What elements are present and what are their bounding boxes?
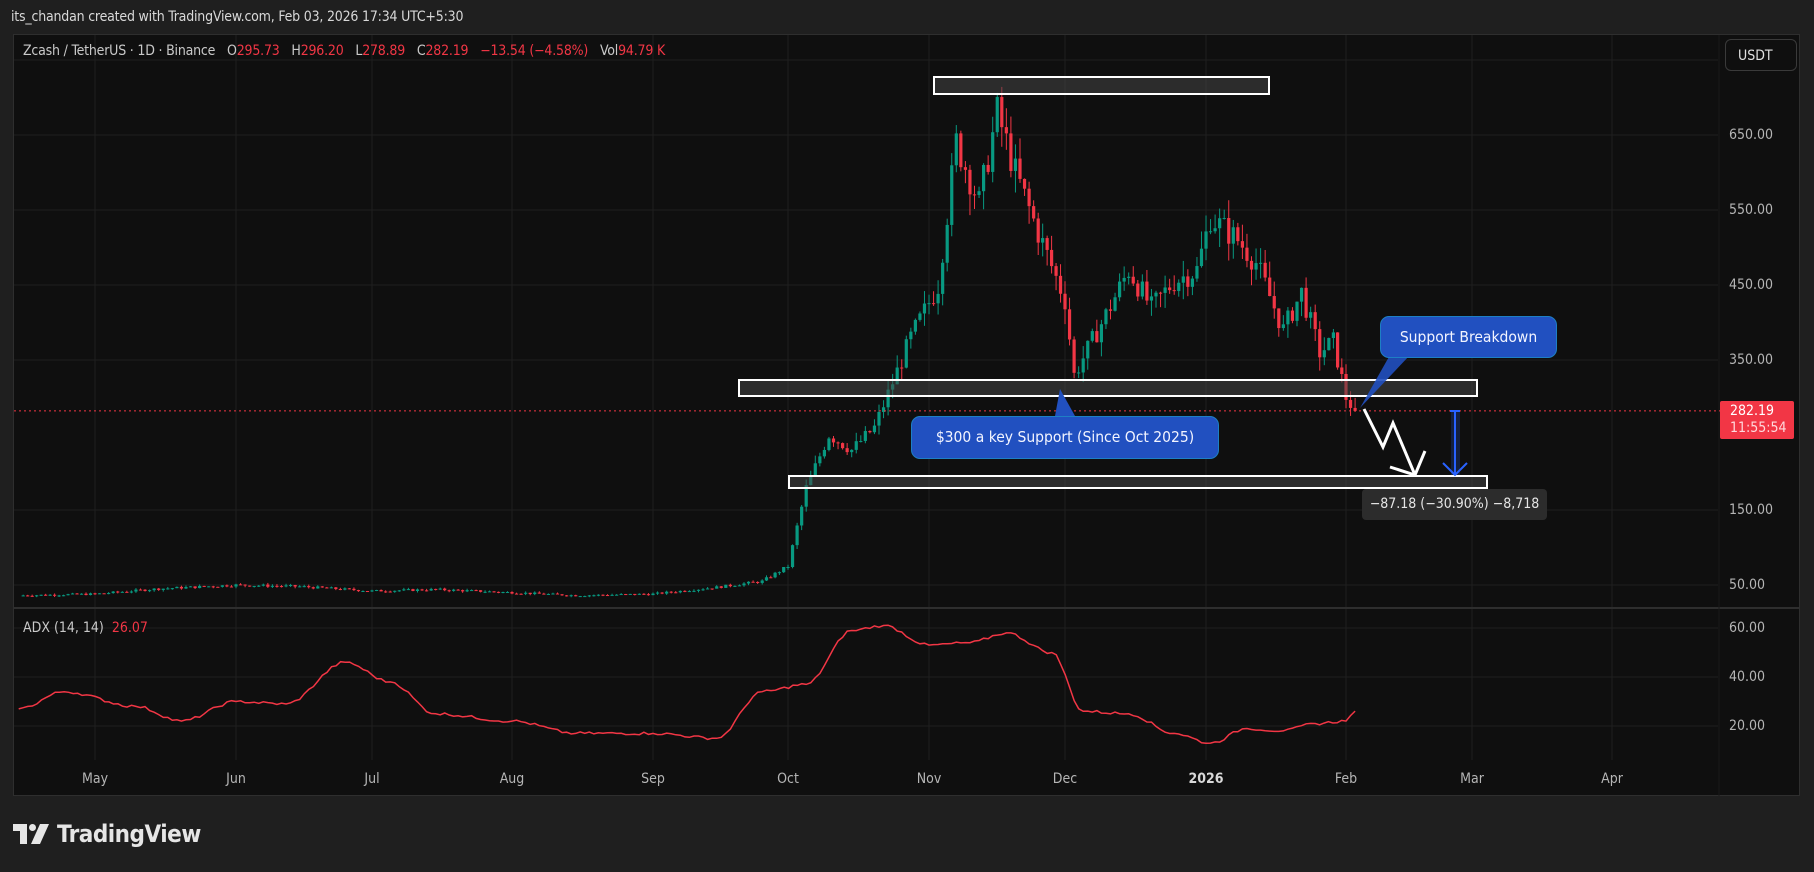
time-axis-label: Jul: [364, 771, 380, 787]
support-zone-rectangle[interactable]: [933, 76, 1270, 95]
attribution-text: its_chandan created with TradingView.com…: [11, 9, 464, 25]
currency-button[interactable]: USDT: [1725, 39, 1797, 71]
key-support-text: $300 a key Support (Since Oct 2025): [935, 428, 1195, 446]
time-axis-label: Nov: [916, 771, 942, 787]
price-axis-label: 50.00: [1729, 577, 1766, 593]
open-label: O: [227, 43, 237, 59]
price-axis-label: 450.00: [1729, 277, 1774, 293]
time-axis-label: Mar: [1460, 771, 1484, 787]
time-axis-label: Apr: [1601, 771, 1623, 787]
chart-frame[interactable]: [13, 34, 1800, 796]
price-axis-label: 550.00: [1729, 202, 1774, 218]
symbol-name[interactable]: Zcash / TetherUS · 1D · Binance: [23, 43, 216, 59]
time-axis-label: Sep: [641, 771, 665, 787]
price-axis-label: 350.00: [1729, 352, 1774, 368]
adx-axis-label: 40.00: [1729, 669, 1766, 685]
measure-label: −87.18 (−30.90%) −8,718: [1362, 489, 1547, 520]
support-breakdown-callout[interactable]: Support Breakdown: [1380, 316, 1557, 358]
low-value: 278.89: [362, 43, 406, 59]
tradingview-logo-icon: [13, 824, 49, 844]
open-value: 295.73: [236, 43, 280, 59]
support-zone-rectangle[interactable]: [738, 379, 1478, 397]
support-breakdown-text: Support Breakdown: [1399, 328, 1538, 346]
time-axis-label: Oct: [777, 771, 799, 787]
change-value: −13.54 (−4.58%): [480, 43, 589, 59]
last-price-label: 282.19 11:55:54: [1720, 401, 1794, 439]
key-support-callout[interactable]: $300 a key Support (Since Oct 2025): [911, 416, 1219, 459]
adx-axis-label: 20.00: [1729, 718, 1766, 734]
volume-value: 94.79 K: [618, 43, 665, 59]
close-label: C: [416, 43, 426, 59]
time-axis-label: Feb: [1334, 771, 1358, 787]
tradingview-wordmark: TradingView: [57, 820, 201, 848]
bar-countdown: 11:55:54: [1730, 420, 1787, 436]
adx-axis-label: 60.00: [1729, 620, 1766, 636]
high-value: 296.20: [300, 43, 344, 59]
symbol-legend: Zcash / TetherUS · 1D · Binance O295.73 …: [23, 43, 665, 59]
volume-label: Vol: [599, 43, 619, 59]
last-price-value: 282.19: [1730, 403, 1775, 419]
support-zone-rectangle[interactable]: [788, 475, 1488, 489]
high-label: H: [291, 43, 301, 59]
adx-name[interactable]: ADX (14, 14): [23, 620, 104, 636]
adx-value: 26.07: [111, 620, 148, 636]
time-axis-label: Jun: [226, 771, 246, 787]
close-value: 282.19: [425, 43, 469, 59]
low-label: L: [355, 43, 363, 59]
time-axis-label: May: [81, 771, 109, 787]
time-axis-label: 2026: [1188, 771, 1224, 787]
time-axis-label: Dec: [1052, 771, 1078, 787]
time-axis-label: Aug: [499, 771, 525, 787]
tradingview-logo[interactable]: TradingView: [13, 820, 201, 848]
price-axis-label: 650.00: [1729, 127, 1774, 143]
price-axis-label: 150.00: [1729, 502, 1774, 518]
adx-legend: ADX (14, 14) 26.07: [23, 620, 148, 636]
